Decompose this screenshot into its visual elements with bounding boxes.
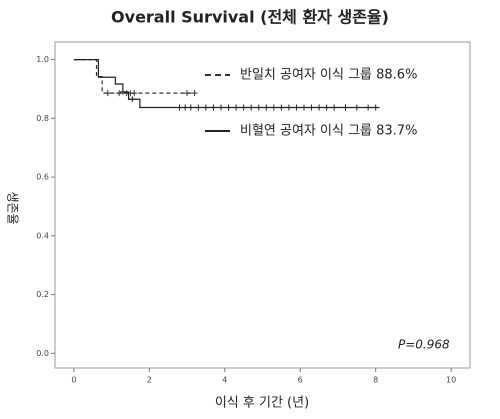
y-tick-label: 0.4 (36, 231, 49, 240)
censor-mark (308, 104, 315, 111)
survival-curve (73, 59, 195, 94)
censor-mark (187, 104, 194, 111)
censor-mark (191, 90, 198, 97)
censor-mark (342, 104, 349, 111)
censor-mark (210, 104, 217, 111)
censor-mark (301, 104, 307, 111)
censor-mark (331, 104, 338, 111)
survival-curve (73, 59, 380, 109)
censor-mark (233, 104, 240, 111)
censor-mark (316, 104, 323, 111)
censor-mark (129, 96, 136, 103)
x-tick-label: 6 (298, 376, 303, 385)
y-axis-label: 생존율 (6, 191, 20, 224)
censor-mark (119, 88, 126, 95)
censor-mark (323, 104, 330, 111)
x-tick-label: 4 (222, 376, 227, 385)
censor-mark (270, 104, 277, 111)
x-tick-label: 0 (71, 376, 76, 385)
censor-mark (195, 104, 202, 111)
x-tick-label: 8 (373, 376, 378, 385)
censor-mark (225, 104, 232, 111)
censor-mark (278, 104, 285, 111)
censor-mark (104, 90, 111, 97)
legend-label: 반일치 공여자 이식 그룹 88.6% (240, 68, 417, 83)
y-tick-label: 1.0 (36, 55, 49, 64)
censor-mark (372, 104, 379, 111)
censor-mark (240, 104, 247, 111)
censor-mark (285, 104, 292, 111)
y-tick-label: 0.8 (36, 114, 49, 123)
censor-mark (182, 104, 189, 111)
censor-mark (176, 104, 183, 111)
x-tick-label: 10 (446, 376, 456, 385)
censor-mark (184, 90, 191, 97)
x-axis-label: 이식 후 기간 (년) (215, 396, 309, 411)
censor-mark (255, 104, 262, 111)
y-tick-label: 0.0 (36, 349, 49, 358)
x-tick-label: 2 (147, 376, 152, 385)
censor-mark (365, 104, 372, 111)
censor-mark (218, 104, 224, 111)
censor-mark (263, 104, 270, 111)
censor-mark (131, 90, 138, 97)
censor-mark (202, 104, 209, 111)
plot-frame (54, 41, 471, 369)
y-tick-label: 0.6 (36, 173, 49, 182)
censor-mark (116, 90, 123, 97)
legend-label: 비혈연 공여자 이식 그룹 83.7% (240, 124, 417, 139)
chart-title: Overall Survival (전체 환자 생존율) (111, 8, 389, 27)
censor-mark (353, 104, 360, 111)
censor-mark (293, 104, 300, 111)
censor-mark (248, 104, 255, 111)
y-tick-label: 0.2 (36, 290, 49, 299)
p-value: P=0.968 (398, 338, 450, 352)
